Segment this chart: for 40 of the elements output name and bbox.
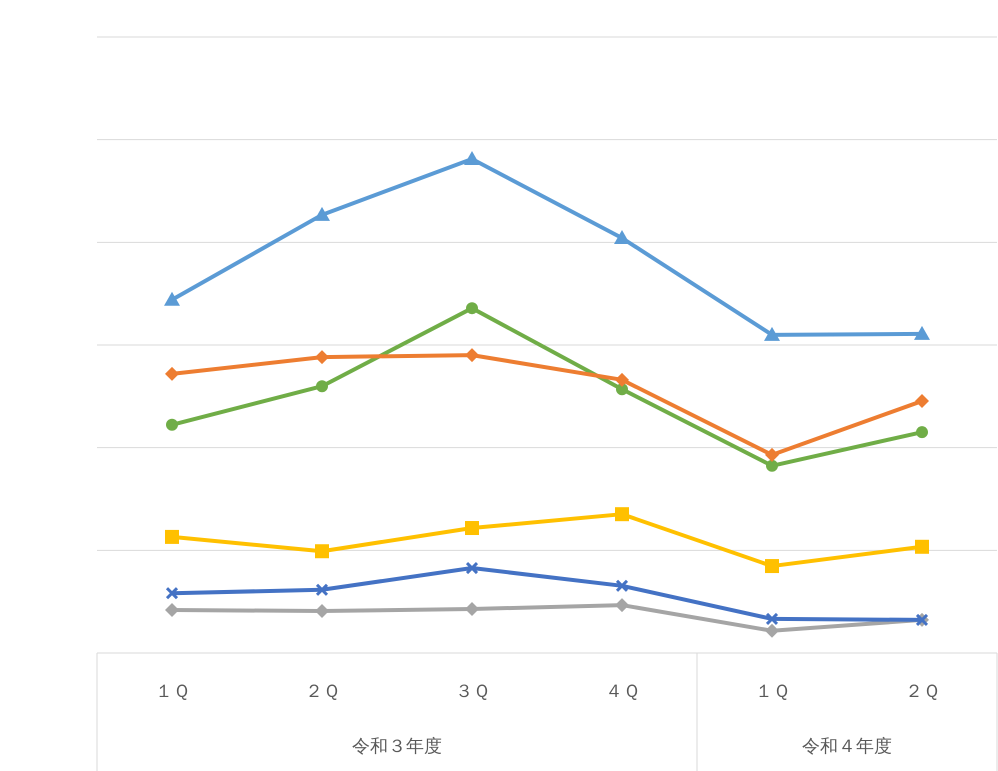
point: [765, 624, 779, 638]
point: [315, 350, 329, 364]
point: [166, 418, 178, 431]
x-tick-label: ４Ｑ: [605, 681, 639, 702]
point: [915, 540, 929, 554]
point: [316, 380, 328, 392]
point: [914, 326, 930, 340]
x-tick-label: １Ｑ: [755, 681, 789, 702]
point: [465, 602, 479, 616]
point: [766, 460, 778, 472]
point: [316, 583, 328, 596]
x-tick-label: ２Ｑ: [305, 681, 339, 702]
point: [915, 394, 929, 408]
point: [314, 206, 330, 221]
point: [615, 598, 629, 612]
point: [166, 586, 178, 600]
x-tick-label: １Ｑ: [155, 681, 189, 702]
point: [465, 348, 479, 362]
point: [315, 604, 329, 618]
point: [315, 544, 329, 558]
point: [616, 579, 628, 592]
point: [615, 372, 629, 387]
point: [465, 521, 479, 536]
point: [765, 448, 779, 462]
point: [466, 302, 478, 314]
text: 令和４年度: [802, 736, 892, 757]
point: [165, 530, 179, 544]
text: 令和３年度: [352, 736, 442, 757]
x-tick-label: ２Ｑ: [905, 681, 939, 702]
point: [764, 326, 780, 341]
point: [164, 292, 180, 306]
point: [165, 603, 179, 618]
point: [165, 366, 179, 381]
point: [916, 426, 928, 438]
point: [466, 562, 478, 575]
point: [464, 151, 480, 165]
point: [765, 559, 779, 574]
x-tick-label: ３Ｑ: [455, 681, 489, 702]
point: [766, 612, 778, 626]
point: [615, 507, 629, 522]
